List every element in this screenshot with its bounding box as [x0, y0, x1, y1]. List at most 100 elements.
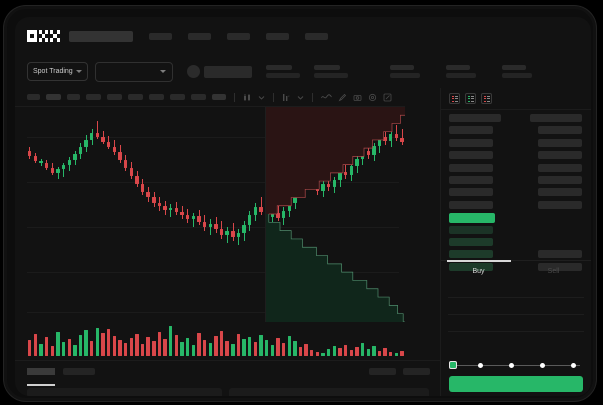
orderbook-row[interactable] — [441, 151, 591, 161]
chart-type-dropdown-icon[interactable] — [258, 94, 265, 101]
slider-mark-25[interactable] — [478, 362, 483, 368]
chevron-down-icon — [159, 70, 166, 73]
volume-series — [27, 322, 405, 356]
tablet-device-frame: Spot Trading — [4, 6, 596, 401]
timeframe-7[interactable] — [149, 94, 164, 100]
price-chart[interactable] — [15, 107, 405, 360]
slider-handle[interactable] — [449, 361, 457, 369]
indicators-dropdown-icon[interactable] — [297, 94, 304, 101]
orderbook-row[interactable] — [441, 250, 591, 260]
submit-buy-button[interactable] — [449, 376, 583, 392]
timeframe-8[interactable] — [170, 94, 185, 100]
nav-item-4[interactable] — [266, 32, 289, 40]
timeframe-4[interactable] — [86, 94, 101, 100]
settings-gear-icon[interactable] — [368, 93, 377, 102]
volume-bar — [50, 346, 54, 356]
orderbook-row[interactable] — [441, 163, 591, 174]
orderbook-row[interactable] — [441, 237, 591, 248]
order-field-2[interactable] — [448, 298, 584, 315]
orderbook-cell-right — [530, 114, 582, 122]
orderbook-row[interactable] — [441, 225, 591, 236]
gridline-3 — [27, 272, 399, 273]
orderbook-row[interactable] — [441, 138, 591, 149]
tab-sell[interactable]: Sell — [547, 268, 560, 275]
volume-bar — [366, 349, 370, 356]
nav-item-5[interactable] — [305, 32, 328, 40]
global-search-input[interactable] — [69, 30, 133, 42]
orderbook-cell-left — [449, 262, 493, 271]
order-field-1[interactable] — [448, 281, 584, 298]
orderbook-asks-icon[interactable] — [481, 93, 492, 104]
nav-item-2[interactable] — [188, 32, 211, 40]
orderbook-cell-right — [538, 175, 582, 184]
timeframe-5[interactable] — [107, 94, 122, 100]
tab-buy[interactable]: Buy — [472, 268, 485, 275]
orderbook-bids-icon[interactable] — [465, 93, 476, 104]
timeframe-6[interactable] — [128, 94, 143, 100]
chart-toolbar: x — [15, 88, 405, 107]
orderbook-cell-right — [538, 126, 582, 135]
timeframe-9[interactable] — [191, 94, 206, 100]
orderbook-row[interactable] — [441, 114, 591, 124]
nav-item-1[interactable] — [149, 32, 172, 40]
toolbar-divider — [312, 92, 313, 102]
orderbook-row[interactable] — [441, 213, 591, 224]
product-type-dropdown[interactable]: Spot Trading — [27, 62, 88, 81]
volume-bar — [28, 340, 32, 356]
volume-bar — [270, 345, 274, 356]
orderbook-rows[interactable] — [441, 110, 591, 271]
chevron-down-icon — [75, 70, 82, 73]
volume-bar — [112, 336, 117, 356]
orders-card-2[interactable] — [229, 388, 429, 396]
timeframe-1[interactable] — [27, 94, 40, 100]
volume-bar — [231, 344, 235, 356]
market-stat-4 — [445, 65, 476, 78]
indicators-icon[interactable]: x — [282, 93, 291, 102]
slider-mark-75[interactable] — [540, 362, 545, 368]
orders-action-1[interactable] — [369, 368, 396, 375]
stat-value — [445, 73, 476, 78]
orders-tab-2[interactable] — [63, 368, 95, 375]
line-chart-icon[interactable] — [321, 93, 332, 101]
slider-mark-50[interactable] — [509, 362, 514, 368]
slider-mark-100[interactable] — [571, 362, 576, 368]
stat-label — [265, 65, 292, 70]
orderbook-row[interactable] — [441, 175, 591, 186]
orderbook-row[interactable] — [441, 200, 591, 211]
timeframe-3[interactable] — [67, 94, 80, 100]
orderbook-cell-left — [449, 237, 493, 246]
okx-logo-icon[interactable] — [27, 30, 60, 42]
orderbook-row[interactable] — [441, 126, 591, 136]
volume-bar — [185, 338, 190, 356]
drawing-tools-icon[interactable] — [338, 93, 347, 102]
gridline-4 — [27, 312, 399, 313]
fullscreen-icon[interactable] — [383, 93, 392, 102]
orderbook-row[interactable] — [441, 262, 591, 273]
orderbook-row[interactable] — [441, 188, 591, 198]
timeframe-2[interactable] — [46, 94, 61, 100]
orders-tab-1[interactable] — [27, 368, 55, 375]
orderbook-both-icon[interactable] — [449, 93, 460, 104]
volume-bar — [248, 337, 252, 356]
timeframe-10[interactable] — [212, 94, 226, 100]
market-stat-2 — [313, 65, 348, 78]
volume-bar — [321, 353, 325, 356]
order-field-3[interactable] — [448, 315, 584, 332]
order-amount-slider[interactable] — [449, 361, 583, 369]
orderbook-cell-left — [449, 200, 493, 209]
nav-item-3[interactable] — [227, 32, 250, 40]
orderbook-view-modes — [441, 88, 591, 110]
volume-bar — [377, 351, 382, 356]
volume-bar — [242, 339, 246, 356]
orders-action-2[interactable] — [403, 368, 430, 375]
trading-pair-select[interactable] — [94, 61, 173, 82]
volume-bar — [315, 352, 320, 356]
volume-bar — [101, 333, 105, 356]
orderbook-cell-right — [538, 250, 582, 259]
volume-bar — [118, 340, 122, 356]
volume-bar — [135, 334, 139, 356]
volume-bar — [73, 345, 77, 356]
snapshot-camera-icon[interactable] — [353, 93, 362, 102]
orders-card-1[interactable] — [27, 388, 222, 396]
candlestick-chart-icon[interactable] — [243, 93, 252, 102]
